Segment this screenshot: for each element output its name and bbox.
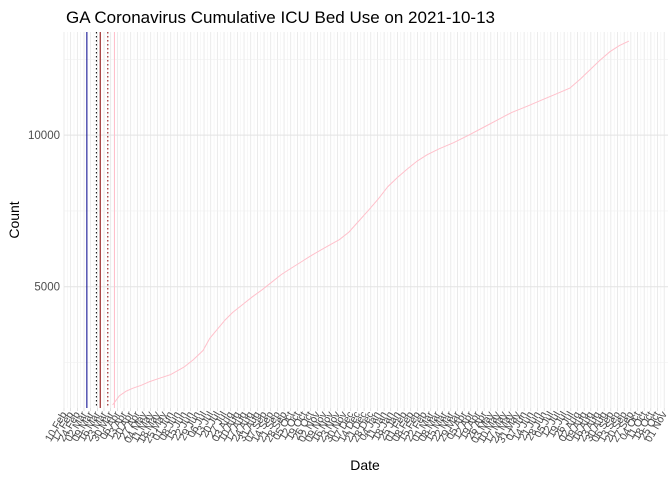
chart-title: GA Coronavirus Cumulative ICU Bed Use on… (66, 8, 495, 27)
series (112, 40, 630, 406)
series-line (112, 40, 630, 406)
y-tick-label: 5000 (34, 282, 60, 294)
y-tick-label: 10000 (28, 130, 60, 142)
y-axis-ticks: 5000 10000 (28, 130, 60, 294)
x-axis-title: Date (350, 457, 380, 473)
vertical-reference-lines (86, 32, 115, 408)
y-axis-title: Count (6, 201, 22, 238)
grid (63, 32, 668, 408)
